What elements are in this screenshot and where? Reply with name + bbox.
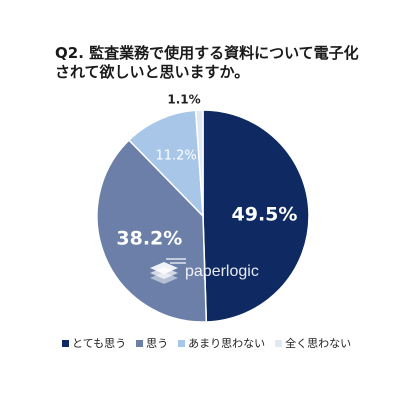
legend-label: あまり思わない xyxy=(188,337,266,350)
chart-legend: とても思う 思う あまり思わない 全く思わない xyxy=(62,335,382,351)
legend-item: とても思う xyxy=(62,335,126,351)
paperlogic-logo-icon xyxy=(150,258,186,284)
legend-item: 思う xyxy=(136,335,168,351)
legend-item: 全く思わない xyxy=(275,335,351,351)
pie-slice xyxy=(194,109,204,217)
pie-slice xyxy=(96,139,208,323)
legend-label: とても思う xyxy=(72,337,127,350)
pie-data-labels: 49.5% 38.2% 11.2% 1.1% xyxy=(116,93,297,250)
legend-swatch xyxy=(62,339,69,347)
pie-data-label: 38.2% xyxy=(116,227,182,249)
pie-data-label: 1.1% xyxy=(167,93,200,107)
pie-data-label: 11.2% xyxy=(155,149,196,164)
chart-title: Q2. 監査業務で使用する資料について電子化 されて欲しいと思いますか。 xyxy=(55,44,385,82)
pie-slice xyxy=(127,109,204,218)
watermark-text: paperlogic xyxy=(185,263,259,280)
legend-label: 思う xyxy=(146,337,169,350)
pie-data-label: 49.5% xyxy=(232,204,298,226)
legend-label: 全く思わない xyxy=(285,337,352,350)
legend-item: あまり思わない xyxy=(178,335,265,351)
legend-swatch xyxy=(136,339,144,347)
pie-slices xyxy=(96,109,310,323)
chart-title-line-1: Q2. 監査業務で使用する資料について電子化 xyxy=(55,44,359,62)
legend-swatch xyxy=(178,339,186,347)
chart-title-line-2: されて欲しいと思いますか。 xyxy=(55,63,250,81)
pie-slice xyxy=(202,109,310,323)
legend-swatch xyxy=(275,339,283,347)
